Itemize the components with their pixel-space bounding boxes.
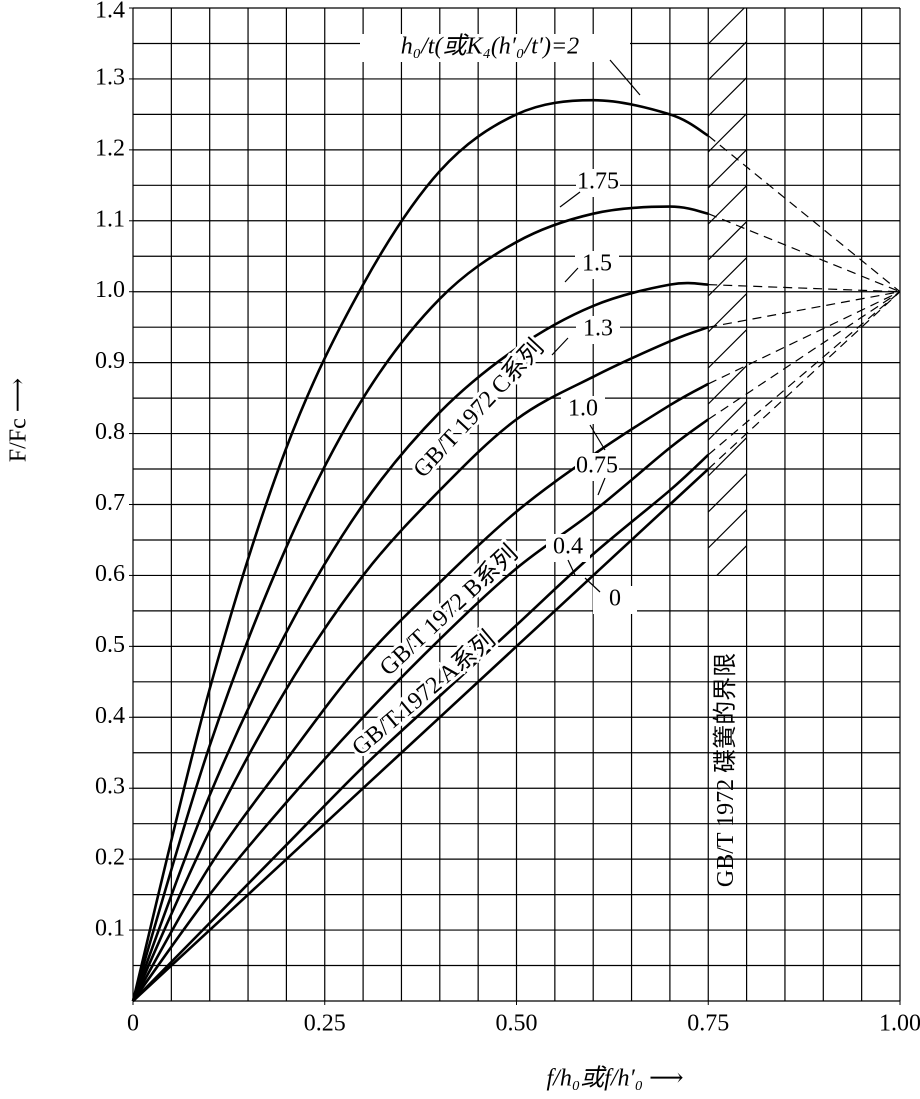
y-tick-label: 1.3	[95, 64, 125, 90]
curve-extension	[708, 284, 901, 293]
series-label: 0	[609, 586, 621, 612]
curve-extension	[707, 291, 901, 456]
y-tick-label: 1.4	[95, 0, 125, 24]
curve-extension	[708, 291, 901, 328]
curve	[131, 418, 710, 1002]
label-bg	[575, 453, 619, 481]
y-tick-label: 0.7	[95, 490, 125, 516]
leader	[597, 477, 606, 496]
leader	[584, 577, 601, 593]
series-label: 0.75	[576, 453, 618, 479]
label-bg	[561, 396, 605, 424]
x-tick-label: 0.25	[304, 1011, 346, 1037]
y-tick-label: 0.8	[95, 419, 125, 445]
label-bg	[546, 534, 590, 562]
leader	[567, 559, 576, 576]
curve	[132, 468, 710, 1002]
curve-extension	[707, 291, 901, 420]
y-axis-label: F/Fc ⟶	[6, 378, 32, 462]
leader	[589, 424, 606, 451]
y-tick-label: 0.3	[95, 774, 125, 800]
y-tick-label: 1.1	[95, 206, 125, 232]
series-label: 1.3	[583, 316, 613, 342]
y-tick-label: 0.2	[95, 845, 125, 871]
y-tick-label: 0.6	[95, 561, 125, 587]
label-bg	[593, 586, 637, 614]
leader	[551, 337, 569, 356]
leader	[564, 267, 579, 283]
y-tick-label: 0.4	[95, 703, 125, 729]
curve	[131, 325, 709, 1002]
series-label: 1.5	[582, 251, 612, 277]
x-tick-label: 0.50	[496, 1011, 538, 1037]
y-tick-label: 1.0	[95, 277, 125, 303]
curve	[132, 453, 710, 1002]
x-tick-label: 0.75	[687, 1011, 729, 1037]
hatch	[707, 7, 748, 576]
curve	[131, 382, 709, 1002]
curve-extension	[707, 291, 901, 385]
label-bg	[360, 34, 630, 62]
series-label: 1.0	[568, 396, 598, 422]
leader	[559, 191, 581, 208]
label-bg	[576, 316, 620, 344]
x-tick-label: 1.00	[879, 1011, 920, 1037]
y-tick-label: 0.5	[95, 632, 125, 658]
y-tick-label: 0.1	[95, 916, 125, 942]
limit-label: GB/T 1972 碟簧的界限	[712, 653, 739, 887]
label-bg	[576, 169, 620, 197]
y-tick-label: 1.2	[95, 135, 125, 161]
x-axis-label: f/h₀或f/h′₀ ⟶	[546, 1065, 683, 1092]
curve	[131, 98, 709, 1002]
curve	[131, 281, 709, 1002]
curve-extension	[707, 291, 901, 470]
y-tick-label: 0.9	[95, 348, 125, 374]
series-label: 0.4	[553, 534, 583, 560]
series-label: 1.75	[577, 169, 619, 195]
curve-extension	[708, 213, 901, 293]
curve-extension	[707, 135, 901, 293]
curve	[131, 205, 709, 1002]
leader	[609, 59, 641, 96]
x-tick-label: 0	[127, 1011, 139, 1037]
series-label: h₀/t(或K₄(h′₀/t′)=2	[401, 33, 579, 60]
label-bg	[575, 251, 619, 279]
